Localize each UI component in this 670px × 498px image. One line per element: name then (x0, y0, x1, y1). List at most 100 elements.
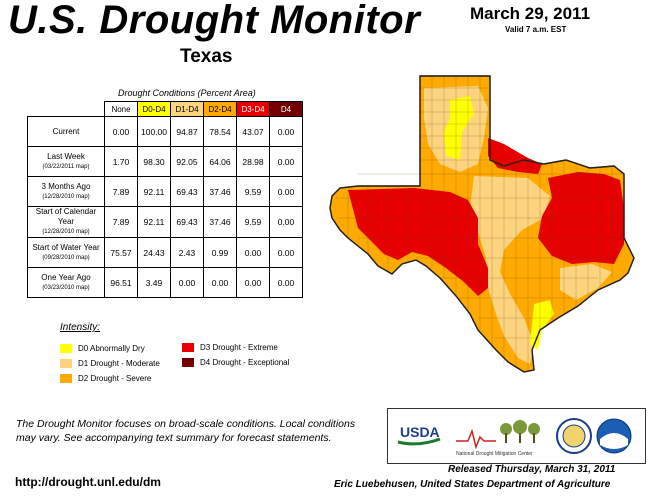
header-d1-d4: D1-D4 (170, 101, 204, 117)
legend-label-d2: D2 Drought - Severe (78, 374, 152, 383)
table-row: Current 0.00 100.00 94.87 78.54 43.07 0.00 (27, 116, 303, 147)
table-cell: 0.00 (104, 116, 138, 147)
legend-swatch-d3 (182, 343, 194, 353)
table-cell: 98.30 (137, 146, 171, 177)
table-row: Last Week (03/22/2011 map) 1.70 98.30 92.05 6… (27, 146, 303, 177)
author-credit: Eric Luebehusen, United States Departmen… (334, 479, 611, 490)
table-caption: Drought Conditions (Percent Area) (118, 88, 256, 98)
table-cell: 0.00 (170, 267, 204, 298)
table-cell: 7.89 (104, 176, 138, 207)
row-label: One Year Ago (03/23/2010 map) (27, 267, 105, 298)
logo-strip: USDA National Drought Mitigation Center (397, 417, 632, 457)
map-date: March 29, 2011 (470, 4, 591, 23)
table-cell: 0.00 (269, 116, 303, 147)
table-cell: 43.07 (236, 116, 270, 147)
row-label-sub: (09/28/2010 map) (42, 254, 90, 261)
row-label: 3 Months Ago (12/28/2010 map) (27, 176, 105, 207)
table-cell: 0.99 (203, 237, 237, 268)
row-label-text: Start of Calendar Year (35, 207, 97, 226)
header-d3-d4: D3-D4 (236, 101, 270, 117)
valid-time: Valid 7 a.m. EST (505, 25, 567, 34)
texas-d3-west (348, 188, 488, 296)
legend-label-d0: D0 Abnormally Dry (78, 344, 145, 353)
legend-swatch-d0 (60, 344, 72, 354)
state-name: Texas (180, 46, 233, 67)
ndmc-trees-icon (500, 420, 540, 443)
table-cell: 0.00 (203, 267, 237, 298)
header-d0-d4: D0-D4 (137, 101, 171, 117)
table-row: 3 Months Ago (12/28/2010 map) 7.89 92.11 69.… (27, 176, 303, 207)
table-cell: 0.00 (269, 237, 303, 268)
table-cell: 69.43 (170, 206, 204, 238)
table-cell: 9.59 (236, 206, 270, 238)
legend-label-d4: D4 Drought - Exceptional (200, 358, 290, 367)
table-cell: 2.43 (170, 237, 204, 268)
row-label-text: Current (52, 126, 80, 136)
table-cell: 69.43 (170, 176, 204, 207)
usda-logo-text: USDA (400, 424, 440, 440)
legend-heading: Intensity: (60, 322, 101, 333)
table-cell: 78.54 (203, 116, 237, 147)
row-label-text: Start of Water Year (32, 242, 100, 252)
legend-item-d1: D1 Drought - Moderate (60, 359, 160, 369)
row-label-text: One Year Ago (41, 272, 91, 282)
table-cell: 9.59 (236, 176, 270, 207)
disclaimer-note: The Drought Monitor focuses on broad-sca… (16, 418, 356, 444)
legend-label-d3: D3 Drought - Extreme (200, 343, 278, 352)
table-cell: 0.00 (269, 146, 303, 177)
texas-d0-coast (530, 300, 554, 350)
table-cell: 28.98 (236, 146, 270, 177)
row-label-text: 3 Months Ago (41, 181, 91, 191)
legend-swatch-d4 (182, 358, 194, 368)
texas-outline (329, 75, 635, 373)
row-label-sub: (12/28/2010 map) (42, 229, 90, 235)
legend-swatch-d1 (60, 359, 72, 369)
website-link[interactable]: http://drought.unl.edu/dm (15, 475, 161, 489)
table-cell: 1.70 (104, 146, 138, 177)
table-cell: 92.11 (137, 176, 171, 207)
table-cell: 24.43 (137, 237, 171, 268)
table-cell: 3.49 (137, 267, 171, 298)
row-label-sub: (03/23/2010 map) (42, 284, 90, 291)
table-cell: 37.46 (203, 176, 237, 207)
legend-swatch-d2 (60, 374, 72, 384)
table-row: One Year Ago (03/23/2010 map) 96.51 3.49 0.0… (27, 267, 303, 298)
table-cell: 94.87 (170, 116, 204, 147)
legend-label-d1: D1 Drought - Moderate (78, 359, 160, 368)
table-cell: 0.00 (269, 206, 303, 238)
table-cell: 75.57 (104, 237, 138, 268)
table-cell: 92.05 (170, 146, 204, 177)
table-cell: 100.00 (137, 116, 171, 147)
table-row: Start of Calendar Year (12/28/2010 map) 7.… (27, 206, 303, 238)
table-header-row: None D0-D4 D1-D4 D2-D4 D3-D4 D4 (27, 101, 303, 117)
row-label: Start of Calendar Year (12/28/2010 map) (27, 206, 105, 238)
legend-item-d4: D4 Drought - Exceptional (182, 358, 290, 368)
ndmc-logo-text: National Drought Mitigation Center (456, 451, 533, 457)
usda-logo-swoosh (397, 437, 441, 446)
header-none: None (104, 101, 138, 117)
header-d2-d4: D2-D4 (203, 101, 237, 117)
header-blank (27, 101, 105, 117)
ndmc-pulse-icon (456, 428, 496, 450)
partner-logos: USDA National Drought Mitigation Center (387, 408, 646, 464)
table-cell: 64.06 (203, 146, 237, 177)
legend-item-d2: D2 Drought - Severe (60, 374, 152, 384)
table-cell: 7.89 (104, 206, 138, 238)
row-label-sub: (12/28/2010 map) (42, 193, 90, 200)
release-date: Released Thursday, March 31, 2011 (448, 464, 616, 475)
table-cell: 0.00 (269, 267, 303, 298)
row-label-text: Last Week (47, 151, 85, 161)
table-cell: 96.51 (104, 267, 138, 298)
header-d4: D4 (269, 101, 303, 117)
legend-item-d3: D3 Drought - Extreme (182, 343, 278, 353)
drought-conditions-table: None D0-D4 D1-D4 D2-D4 D3-D4 D4 Current 0… (27, 101, 303, 298)
texas-d1-central (470, 176, 550, 364)
page-title: U.S. Drought Monitor (8, 0, 421, 42)
table-cell: 0.00 (236, 267, 270, 298)
row-label: Start of Water Year (09/28/2010 map) (27, 237, 105, 268)
texas-drought-map (329, 75, 635, 373)
row-label: Current (27, 116, 105, 147)
legend-item-d0: D0 Abnormally Dry (60, 344, 145, 354)
table-cell: 37.46 (203, 206, 237, 238)
row-label: Last Week (03/22/2011 map) (27, 146, 105, 177)
